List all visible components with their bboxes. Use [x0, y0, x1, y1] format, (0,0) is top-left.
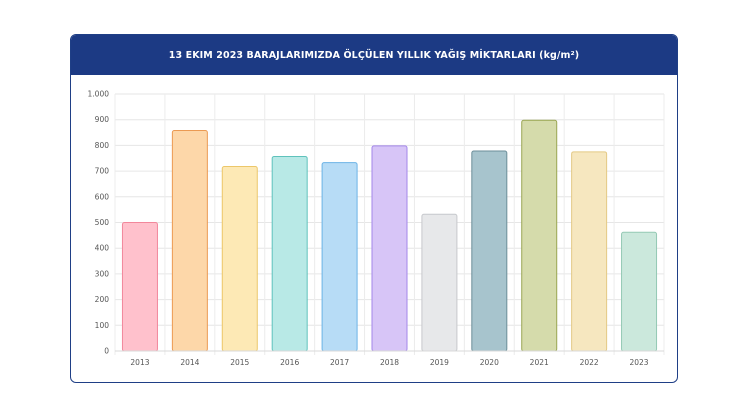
x-tick-label: 2013	[130, 358, 149, 367]
x-tick-label: 2019	[430, 358, 449, 367]
y-tick-label: 300	[95, 269, 110, 278]
bar-2021	[521, 119, 558, 352]
y-tick-label: 700	[95, 167, 110, 176]
bar-2016	[271, 155, 308, 352]
bar-2020	[471, 150, 508, 352]
x-tick-label: 2015	[230, 358, 249, 367]
x-tick-label: 2020	[480, 358, 499, 367]
x-tick-label: 2021	[530, 358, 549, 367]
bar-2018	[371, 145, 408, 352]
y-tick-label: 0	[104, 347, 109, 356]
y-tick-label: 1.000	[88, 90, 110, 99]
y-tick-label: 500	[95, 218, 110, 227]
y-tick-label: 100	[95, 321, 110, 330]
bar-2022	[571, 151, 608, 352]
bar-2014	[171, 129, 208, 352]
x-tick-label: 2022	[580, 358, 599, 367]
x-tick-label: 2016	[280, 358, 299, 367]
bar-2017	[321, 162, 358, 352]
x-tick-label: 2017	[330, 358, 349, 367]
x-tick-label: 2023	[629, 358, 648, 367]
x-tick-label: 2014	[180, 358, 199, 367]
y-tick-label: 600	[95, 192, 110, 201]
y-tick-label: 900	[95, 115, 110, 124]
bar-2015	[221, 165, 258, 352]
x-tick-label: 2018	[380, 358, 399, 367]
y-tick-label: 800	[95, 141, 110, 150]
bar-2013	[121, 222, 158, 352]
bar-2019	[421, 213, 458, 352]
bar-2023	[621, 231, 658, 352]
y-tick-label: 400	[95, 244, 110, 253]
y-tick-label: 200	[95, 295, 110, 304]
chart-title: 13 EKIM 2023 BARAJLARIMIZDA ÖLÇÜLEN YILL…	[71, 35, 677, 75]
